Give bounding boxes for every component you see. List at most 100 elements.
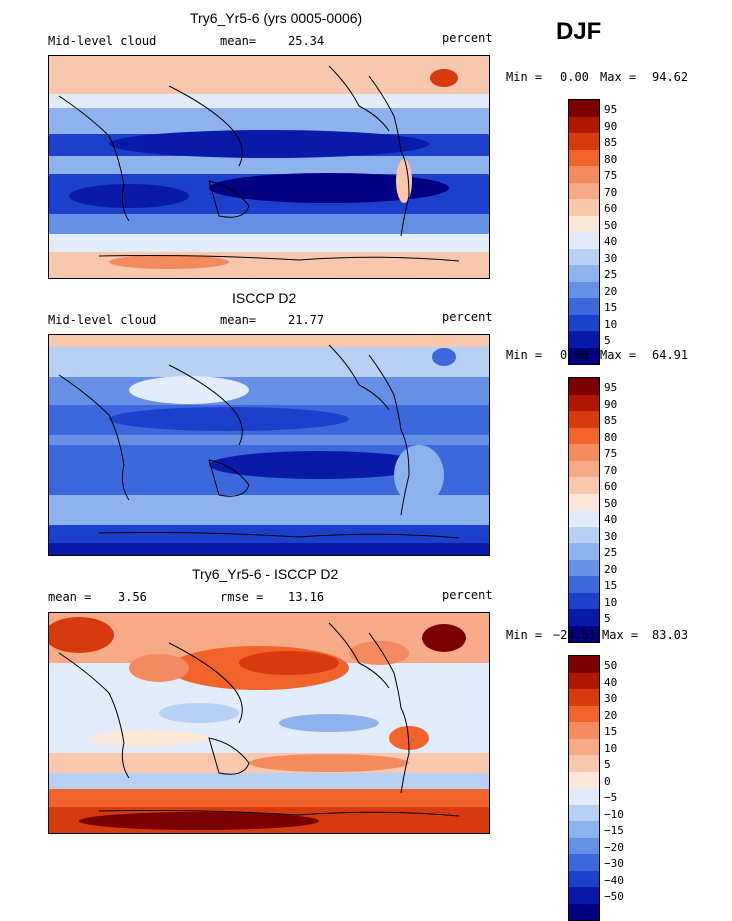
colorbar-tick-label: 75 <box>604 447 618 460</box>
panel1-max-value: 94.62 <box>652 70 689 84</box>
colorbar-tick-label: −15 <box>604 824 624 837</box>
panel1-colorbar-swatch <box>569 281 599 298</box>
colorbar-tick-label: 0 <box>604 774 611 788</box>
colorbar-tick-label: 25 <box>604 268 618 281</box>
panel1-colorbar-swatch <box>569 199 599 216</box>
panel2-mean-label: mean= <box>220 313 257 327</box>
colorbar-tick-label: 30 <box>604 251 618 265</box>
colorbar-tick-label: 90 <box>604 119 618 133</box>
colorbar-tick-label: 40 <box>604 235 618 248</box>
colorbar-tick-label: 15 <box>604 579 618 592</box>
panel1-colorbar-swatch <box>569 149 599 166</box>
panel1-colorbar-swatch <box>569 133 599 150</box>
colorbar-tick-label: 40 <box>604 513 618 526</box>
panel2-colorbar-swatch <box>569 444 599 461</box>
panel2-mean-value: 21.77 <box>288 313 325 327</box>
panel3-title: Try6_Yr5-6 - ISCCP D2 <box>192 566 339 582</box>
panel2-max-value: 64.91 <box>652 348 689 362</box>
panel1-colorbar-swatch <box>569 347 599 364</box>
panel3-colorbar-swatch <box>569 854 599 871</box>
colorbar-tick-label: 90 <box>604 397 618 411</box>
panel2-colorbar-swatch <box>569 394 599 411</box>
panel2-colorbar-swatch <box>569 510 599 527</box>
colorbar-tick-label: 10 <box>604 741 618 755</box>
panel3-rmse-label: rmse = <box>220 590 264 604</box>
colorbar-tick-label: 50 <box>604 496 618 510</box>
colorbar-tick-label: 75 <box>604 169 618 182</box>
panel1-units: percent <box>442 31 493 45</box>
panel3-colorbar-swatch <box>569 755 599 772</box>
colorbar-tick-label: 85 <box>604 414 618 427</box>
panel1-min-label: Min = <box>506 70 543 84</box>
colorbar-tick-label: 95 <box>604 381 618 394</box>
colorbar-tick-label: 5 <box>604 334 611 347</box>
colorbar-tick-label: 5 <box>604 758 611 771</box>
panel2-min-label: Min = <box>506 348 543 362</box>
panel3-colorbar-swatch <box>569 788 599 805</box>
panel2-colorbar-swatch <box>569 559 599 576</box>
panel3-map <box>48 612 490 834</box>
panel3-colorbar-swatch <box>569 689 599 706</box>
panel1-colorbar-swatch <box>569 314 599 331</box>
panel1-colorbar-swatch <box>569 265 599 282</box>
colorbar-tick-label: 85 <box>604 136 618 149</box>
panel2-variable-label: Mid-level cloud <box>48 313 157 327</box>
panel1-mean-value: 25.34 <box>288 34 325 48</box>
panel1-colorbar-swatch <box>569 331 599 348</box>
panel1-colorbar-swatch <box>569 166 599 183</box>
panel3-min-label: Min = <box>506 628 543 642</box>
colorbar-tick-label: 10 <box>604 317 618 331</box>
colorbar-tick-label: 15 <box>604 725 618 738</box>
panel1-colorbar-swatch <box>569 100 599 117</box>
panel3-colorbar <box>568 655 600 921</box>
colorbar-tick-label: 30 <box>604 692 618 705</box>
colorbar-tick-label: 80 <box>604 152 618 166</box>
panel2-units: percent <box>442 310 493 324</box>
panel1-colorbar-swatch <box>569 182 599 199</box>
panel3-colorbar-swatch <box>569 837 599 854</box>
panel3-colorbar-swatch <box>569 887 599 904</box>
panel2-colorbar-swatch <box>569 460 599 477</box>
season-label: DJF <box>556 18 602 45</box>
colorbar-tick-label: 60 <box>604 202 618 215</box>
panel3-colorbar-swatch <box>569 804 599 821</box>
panel3-colorbar-swatch <box>569 656 599 673</box>
panel2-colorbar <box>568 377 600 643</box>
panel3-colorbar-swatch <box>569 672 599 689</box>
colorbar-tick-label: 5 <box>604 612 611 625</box>
colorbar-tick-label: 30 <box>604 529 618 543</box>
panel2-min-value: 0.60 <box>560 348 589 362</box>
colorbar-tick-label: −30 <box>604 857 624 870</box>
panel1-map <box>48 55 490 279</box>
panel1-title: Try6_Yr5-6 (yrs 0005-0006) <box>190 10 363 26</box>
colorbar-tick-label: −5 <box>604 791 618 804</box>
colorbar-tick-label: 20 <box>604 562 618 576</box>
colorbar-tick-label: 20 <box>604 284 618 298</box>
panel2-title: ISCCP D2 <box>232 290 297 306</box>
panel3-mean-label: mean = <box>48 590 92 604</box>
colorbar-tick-label: 95 <box>604 103 618 116</box>
panel3-max-label: Max = <box>602 628 639 642</box>
panel2-colorbar-swatch <box>569 526 599 543</box>
panel2-colorbar-swatch <box>569 427 599 444</box>
colorbar-tick-label: 70 <box>604 463 618 477</box>
panel1-max-label: Max = <box>600 70 637 84</box>
panel2-colorbar-swatch <box>569 576 599 593</box>
colorbar-tick-label: −50 <box>604 890 624 903</box>
panel1-colorbar-swatch <box>569 298 599 315</box>
panel2-max-label: Max = <box>600 348 637 362</box>
panel1-colorbar-swatch <box>569 116 599 133</box>
colorbar-tick-label: 50 <box>604 659 618 672</box>
colorbar-tick-label: −10 <box>604 807 624 821</box>
panel3-colorbar-swatch <box>569 705 599 722</box>
colorbar-tick-label: 80 <box>604 430 618 444</box>
colorbar-tick-label: 40 <box>604 675 618 689</box>
colorbar-tick-label: 60 <box>604 480 618 493</box>
colorbar-tick-label: 50 <box>604 218 618 232</box>
panel3-colorbar-swatch <box>569 738 599 755</box>
panel1-colorbar-swatch <box>569 232 599 249</box>
panel3-colorbar-swatch <box>569 722 599 739</box>
panel2-colorbar-swatch <box>569 411 599 428</box>
panel2-map <box>48 334 490 556</box>
panel2-colorbar-swatch <box>569 609 599 626</box>
